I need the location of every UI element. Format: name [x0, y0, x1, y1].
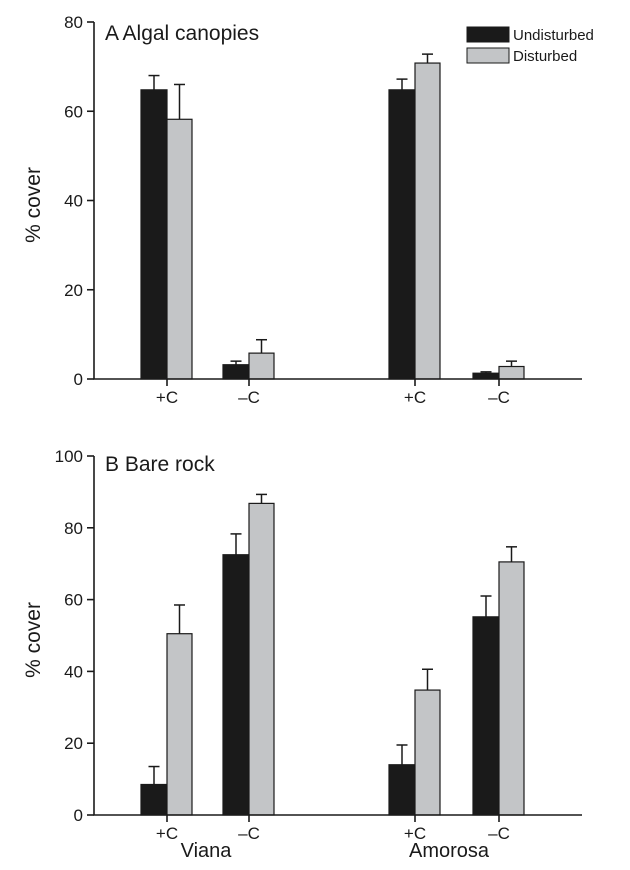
panel-a-bar-undisturbed — [388, 89, 416, 380]
panel-a-y-tick-label: 40 — [64, 192, 83, 211]
panel-b-category-label: –C — [488, 824, 510, 843]
panel-a-bar-undisturbed — [140, 89, 168, 380]
panel-b-bar-disturbed — [248, 502, 275, 816]
panel-a-bar-undisturbed — [472, 372, 500, 380]
panel-b-bar-undisturbed — [472, 616, 500, 816]
panel-a-category-label: –C — [238, 388, 260, 407]
panel-a-category-label: +C — [404, 388, 426, 407]
panel-a-y-tick-label: 60 — [64, 102, 83, 121]
panel-b-y-tick-label: 100 — [55, 447, 83, 466]
panel-b-axes — [93, 456, 582, 816]
panel-b-y-tick-label: 20 — [64, 734, 83, 753]
panel-b-title: B Bare rock — [105, 453, 215, 476]
panel-b-category-label: –C — [238, 824, 260, 843]
panel-b-y-tick-label: 80 — [64, 519, 83, 538]
panel-b-bar-undisturbed — [222, 554, 250, 816]
site-label-viana: Viana — [181, 840, 233, 862]
panel-a-y-tick-label: 20 — [64, 281, 83, 300]
panel-b-bare-rock: B Bare rock % cover 0 20 40 60 80 100 +C –C +C –… — [22, 447, 582, 862]
site-label-amorosa: Amorosa — [409, 840, 490, 862]
panel-b-y-tick-label: 60 — [64, 591, 83, 610]
panel-b-bar-undisturbed — [388, 764, 416, 816]
panel-a-bar-disturbed — [414, 62, 441, 380]
panel-b-category-label: +C — [404, 824, 426, 843]
panel-a-bar-disturbed — [248, 352, 275, 380]
panel-a-y-tick-label: 0 — [74, 370, 83, 389]
panel-b-bar-disturbed — [414, 689, 441, 816]
panel-b-y-tick-label: 40 — [64, 662, 83, 681]
panel-a-algal-canopies: A Algal canopies % cover 0 20 40 60 80 +C –C +… — [22, 13, 582, 407]
panel-b-bar-disturbed — [166, 633, 193, 816]
panel-a-bar-disturbed — [498, 365, 525, 380]
panel-a-category-label: –C — [488, 388, 510, 407]
legend-swatch-disturbed — [466, 47, 510, 64]
panel-a-bar-undisturbed — [222, 364, 250, 380]
legend-label-undisturbed: Undisturbed — [513, 27, 594, 44]
panel-a-y-axis-label: % cover — [22, 167, 45, 243]
panel-a-axes — [93, 22, 582, 380]
panel-a-y-tick-label: 80 — [64, 13, 83, 32]
panel-b-bar-disturbed — [498, 561, 525, 816]
panel-a-title: A Algal canopies — [105, 22, 259, 45]
panel-a-category-label: +C — [156, 388, 178, 407]
legend: Undisturbed Disturbed — [466, 26, 594, 65]
legend-swatch-undisturbed — [466, 26, 510, 43]
panel-b-bar-undisturbed — [140, 783, 168, 816]
panel-a-bar-disturbed — [166, 118, 193, 380]
panel-b-y-tick-label: 0 — [74, 806, 83, 825]
panel-b-y-axis-label: % cover — [22, 602, 45, 678]
legend-label-disturbed: Disturbed — [513, 48, 577, 65]
panel-b-category-label: +C — [156, 824, 178, 843]
